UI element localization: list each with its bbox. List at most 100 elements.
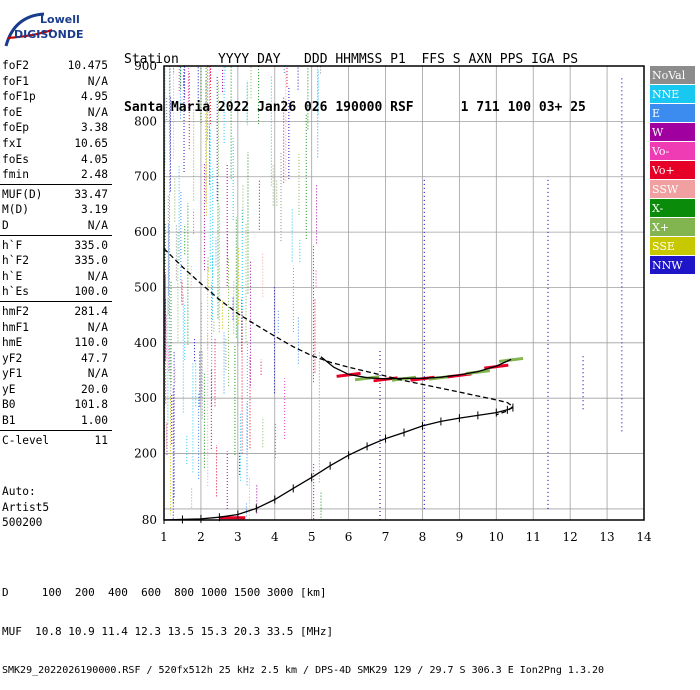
y-tick-label: 700 <box>134 170 157 184</box>
param-name: hmF1 <box>2 320 29 334</box>
auto-version: 500200 <box>2 516 43 530</box>
param-name: foEp <box>2 121 29 135</box>
legend-item-vo-: Vo+ <box>650 161 695 180</box>
param-name: C-level <box>2 433 50 447</box>
param-row: foEs 4.05 <box>0 152 112 168</box>
param-row: yE 20.0 <box>0 382 112 398</box>
param-value: 10.475 <box>67 59 108 72</box>
param-name: D <box>2 218 9 232</box>
x-tick-label: 12 <box>563 530 578 544</box>
param-value: 335.0 <box>74 238 108 252</box>
y-tick-label: 300 <box>134 391 157 405</box>
param-value: 3.38 <box>81 121 108 135</box>
legend-item-x-: X+ <box>650 218 695 237</box>
param-value: 4.05 <box>81 152 108 166</box>
header-labels-row: Station YYYY DAY DDD HHMMSS P1 FFS S AXN… <box>124 52 586 68</box>
x-tick-label: 1 <box>160 530 168 544</box>
param-separator <box>0 429 112 431</box>
param-row: h`F2 335.0 <box>0 253 112 269</box>
param-value: N/A <box>87 105 108 119</box>
y-tick-label: 400 <box>134 336 157 350</box>
param-name: h`Es <box>2 285 29 299</box>
label-s: S <box>452 52 461 67</box>
param-row: MUF(D) 33.47 <box>0 187 112 203</box>
param-row: foF1p 4.95 <box>0 89 112 105</box>
footer-file-info: SMK29_2022026190000.RSF / 520fx512h 25 k… <box>2 665 605 676</box>
axn-value: 711 <box>476 100 500 115</box>
footer-info: D 100 200 400 600 800 1000 1500 3000 [km… <box>2 560 604 690</box>
pps-value: 100 <box>507 100 532 115</box>
y-tick-label: 80 <box>142 513 157 527</box>
label-yyyy: YYYY <box>217 52 250 67</box>
logo-text-lowell: Lowell <box>40 13 80 26</box>
param-value: N/A <box>87 320 108 334</box>
label-ddd: DDD <box>304 52 328 67</box>
param-name: yF2 <box>2 351 23 365</box>
legend-item-w: W <box>650 123 695 142</box>
chart-grid <box>163 65 645 521</box>
param-name: B1 <box>2 414 16 428</box>
label-p1: P1 <box>390 52 406 67</box>
param-value: 281.4 <box>74 304 108 318</box>
param-row: D N/A <box>0 218 112 234</box>
param-value: 20.0 <box>81 382 108 396</box>
param-row: B0 101.8 <box>0 397 112 413</box>
param-row: hmF2 281.4 <box>0 304 112 320</box>
ps-value: 25 <box>570 100 586 115</box>
param-value: 2.48 <box>81 168 108 182</box>
label-hhmmss: HHMMSS <box>335 52 383 67</box>
param-separator <box>0 300 112 302</box>
param-name: foF1p <box>2 90 36 104</box>
y-tick-label: 200 <box>134 447 157 461</box>
x-tick-label: 10 <box>489 530 504 544</box>
header-values-row: Santa Maria 2022 Jan26 026 190000 RSF 1 … <box>124 100 586 116</box>
param-name: foF1 <box>2 74 29 88</box>
param-value: 10.65 <box>74 136 108 150</box>
label-ffs: FFS <box>421 52 445 67</box>
auto-label: Auto: <box>2 485 36 498</box>
station-name: Santa Maria <box>124 100 211 115</box>
param-value: 33.47 <box>74 187 108 201</box>
legend-item-e: E <box>650 104 695 123</box>
label-station: Station <box>124 52 179 67</box>
param-name: foF2 <box>2 59 29 72</box>
param-name: h`F2 <box>2 254 29 268</box>
auto-program: Artist5 <box>2 500 50 514</box>
y-tick-label: 800 <box>134 114 157 128</box>
polarization-legend: NoVal NNE E W Vo- Vo+ SSW X- X+ SSE NNW <box>650 66 695 275</box>
x-tick-label: 5 <box>308 530 316 544</box>
param-name: B0 <box>2 398 16 412</box>
legend-item-nne: NNE <box>650 85 695 104</box>
param-name: hmF2 <box>2 304 29 318</box>
param-row: hmE 110.0 <box>0 335 112 351</box>
x-tick-label: 6 <box>345 530 353 544</box>
x-tick-label: 8 <box>419 530 427 544</box>
x-tick-label: 13 <box>599 530 614 544</box>
param-name: fxI <box>2 136 23 150</box>
param-value: 101.8 <box>74 398 108 412</box>
param-name: fmin <box>2 168 29 182</box>
x-tick-label: 9 <box>456 530 464 544</box>
param-row: C-level 11 <box>0 433 112 449</box>
param-name: foEs <box>2 152 29 166</box>
param-name: M(D) <box>2 203 29 217</box>
param-value: 11 <box>94 433 108 447</box>
x-tick-label: 4 <box>271 530 279 544</box>
param-value: 100.0 <box>74 285 108 299</box>
logo-text-digisonde: DIGISONDE <box>14 28 84 41</box>
param-row: yF2 47.7 <box>0 351 112 367</box>
y-tick-label: 900 <box>134 59 157 73</box>
legend-item-noval: NoVal <box>650 66 695 85</box>
x-tick-label: 3 <box>234 530 242 544</box>
param-row: h`Es 100.0 <box>0 284 112 300</box>
param-row: h`F 335.0 <box>0 238 112 254</box>
param-row: fxI 10.65 <box>0 136 112 152</box>
profile-curve-0 <box>163 406 514 521</box>
param-value: 335.0 <box>74 254 108 268</box>
param-value: N/A <box>87 218 108 232</box>
param-row: M(D) 3.19 <box>0 202 112 218</box>
logo-swoosh-icon <box>4 12 53 47</box>
param-separator <box>0 183 112 185</box>
label-pps: PPS <box>499 52 524 67</box>
label-axn: AXN <box>468 52 492 67</box>
